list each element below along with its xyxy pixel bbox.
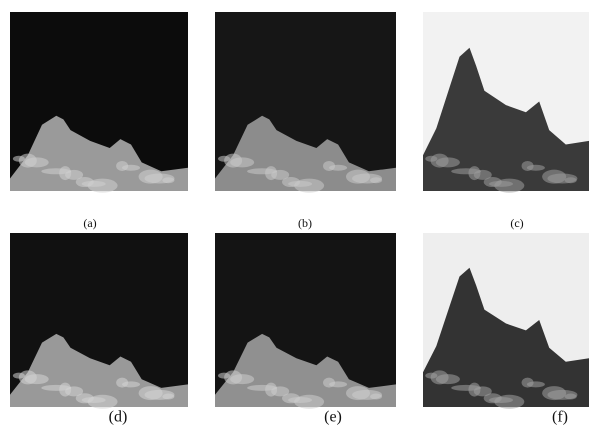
texture bbox=[474, 386, 492, 396]
texture bbox=[527, 165, 545, 171]
panel-label: (a) bbox=[83, 216, 96, 230]
texture bbox=[527, 381, 545, 387]
panel-label: (e) bbox=[324, 409, 342, 426]
texture bbox=[294, 395, 324, 409]
texture bbox=[88, 179, 118, 193]
texture bbox=[271, 170, 289, 180]
texture bbox=[494, 395, 524, 409]
satellite-image bbox=[215, 233, 396, 409]
texture bbox=[162, 177, 174, 183]
satellite-image bbox=[423, 12, 589, 193]
texture bbox=[25, 374, 49, 384]
texture bbox=[436, 374, 460, 384]
satellite-image bbox=[10, 12, 188, 193]
texture bbox=[65, 170, 83, 180]
texture bbox=[65, 386, 83, 396]
satellite-image bbox=[215, 12, 396, 193]
texture bbox=[565, 177, 577, 183]
panel-label: (f) bbox=[552, 409, 568, 426]
texture bbox=[122, 381, 140, 387]
texture bbox=[494, 179, 524, 193]
texture bbox=[474, 170, 492, 180]
texture bbox=[436, 157, 460, 167]
texture bbox=[122, 165, 140, 171]
texture bbox=[271, 386, 289, 396]
panel-label: (b) bbox=[298, 216, 312, 230]
texture bbox=[230, 157, 254, 167]
texture bbox=[329, 381, 347, 387]
texture bbox=[25, 157, 49, 167]
texture bbox=[370, 394, 382, 400]
texture bbox=[294, 179, 324, 193]
page: (a) (b) (c) (d) (e) (f) (() => { const d… bbox=[0, 0, 591, 428]
texture bbox=[162, 394, 174, 400]
texture bbox=[329, 165, 347, 171]
satellite-image bbox=[10, 233, 188, 409]
texture bbox=[565, 394, 577, 400]
texture bbox=[230, 374, 254, 384]
panel-label: (c) bbox=[510, 216, 523, 230]
satellite-image bbox=[423, 233, 589, 409]
figure: (a) (b) (c) (d) (e) (f) bbox=[0, 0, 591, 428]
texture bbox=[88, 395, 118, 409]
texture bbox=[370, 177, 382, 183]
panel-label: (d) bbox=[109, 409, 128, 426]
